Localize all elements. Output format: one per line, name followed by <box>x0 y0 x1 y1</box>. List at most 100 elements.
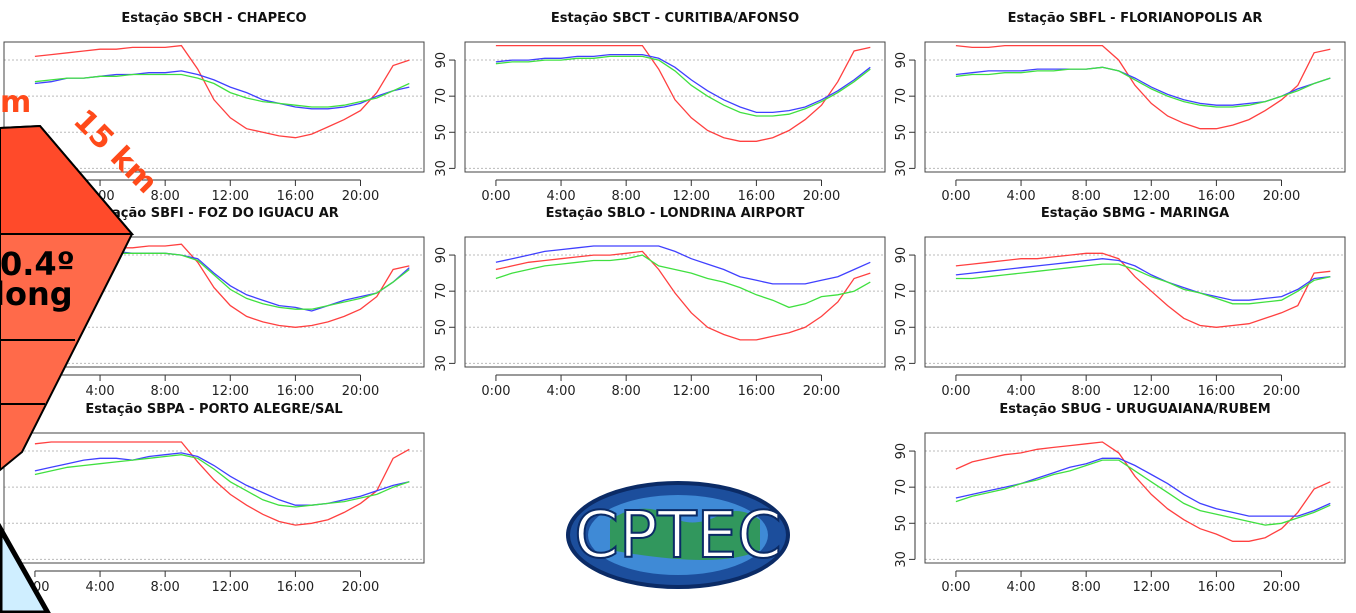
y-tick-label: 90 <box>894 443 909 460</box>
x-tick-label: 20:00 <box>342 384 379 399</box>
x-tick-label: 16:00 <box>738 384 775 399</box>
x-tick-label: 0:00 <box>481 189 510 204</box>
series-line <box>34 454 410 508</box>
overlay-label: m <box>0 85 31 120</box>
x-tick-label: 16:00 <box>1198 384 1235 399</box>
y-tick-label: 70 <box>894 88 909 105</box>
logo-land <box>610 508 760 560</box>
x-tick-label: 8:00 <box>612 384 641 399</box>
series-line <box>495 44 871 142</box>
x-tick-label: 0:00 <box>481 384 510 399</box>
y-tick-label: 90 <box>894 247 909 264</box>
x-tick-label: 12:00 <box>673 384 710 399</box>
series-line <box>495 245 871 285</box>
series-line <box>955 459 1331 526</box>
series-line <box>34 44 410 139</box>
chart-title: Estação SBFL - FLORIANOPOLIS AR <box>1008 11 1263 26</box>
x-tick-label: 8:00 <box>151 580 180 595</box>
y-tick-label: 70 <box>894 479 909 496</box>
x-tick-label: 8:00 <box>1072 580 1101 595</box>
series-line <box>955 258 1331 301</box>
series-line <box>34 441 410 526</box>
x-tick-label: 20:00 <box>1263 384 1300 399</box>
chart-title: Estação SBFI - FOZ DO IGUACU AR <box>89 206 339 221</box>
y-tick-label: 70 <box>894 283 909 300</box>
y-tick-label: 30 <box>894 551 909 568</box>
series-line <box>34 73 410 108</box>
x-tick-label: 12:00 <box>1133 580 1170 595</box>
plot-box <box>464 41 886 173</box>
overlay-diagram: m 15 km 0.4º long <box>0 85 164 613</box>
x-tick-label: 8:00 <box>1072 384 1101 399</box>
series-line <box>955 441 1331 542</box>
series-line <box>495 53 871 114</box>
chart-title: Estação SBMG - MARINGA <box>1041 206 1229 221</box>
plot-box <box>924 432 1346 564</box>
y-tick-label: 50 <box>894 515 909 532</box>
y-tick-label: 70 <box>434 88 449 105</box>
plot-box <box>924 236 1346 368</box>
y-tick-label: 50 <box>894 124 909 141</box>
y-tick-label: 90 <box>894 52 909 69</box>
x-tick-label: 12:00 <box>1133 384 1170 399</box>
y-tick-label: 30 <box>894 355 909 372</box>
y-tick-label: 50 <box>434 124 449 141</box>
chart-title: Estação SBPA - PORTO ALEGRE/SAL <box>85 402 342 417</box>
x-tick-label: 16:00 <box>1198 189 1235 204</box>
x-tick-label: 4:00 <box>546 384 575 399</box>
x-tick-label: 16:00 <box>277 384 314 399</box>
series-line <box>955 44 1331 130</box>
y-tick-label: 30 <box>434 160 449 177</box>
cptec-logo: CPTEC <box>566 481 790 589</box>
y-tick-label: 50 <box>434 319 449 336</box>
overlay-label: long <box>0 275 73 313</box>
x-tick-label: 20:00 <box>803 384 840 399</box>
x-tick-label: 12:00 <box>212 580 249 595</box>
x-tick-label: 8:00 <box>151 384 180 399</box>
series-line <box>955 66 1331 108</box>
series-line <box>955 252 1331 328</box>
plot-box <box>464 236 886 368</box>
logo-text: CPTEC <box>574 499 782 573</box>
x-tick-label: 12:00 <box>212 189 249 204</box>
overlay-top <box>0 124 135 235</box>
x-tick-label: 16:00 <box>277 189 314 204</box>
plot-box <box>924 41 1346 173</box>
series-line <box>495 250 871 341</box>
series-line <box>495 254 871 309</box>
chart-title: Estação SBLO - LONDRINA AIRPORT <box>546 206 805 221</box>
x-tick-label: 8:00 <box>1072 189 1101 204</box>
x-tick-label: 4:00 <box>1006 580 1035 595</box>
x-tick-label: 12:00 <box>1133 189 1170 204</box>
x-tick-label: 16:00 <box>738 189 775 204</box>
x-tick-label: 8:00 <box>612 189 641 204</box>
chart-title: Estação SBUG - URUGUAIANA/RUBEM <box>999 402 1270 417</box>
x-tick-label: 0:00 <box>941 580 970 595</box>
x-tick-label: 12:00 <box>673 189 710 204</box>
x-tick-label: 0:00 <box>941 384 970 399</box>
chart-title: Estação SBCH - CHAPECO <box>121 11 306 26</box>
y-tick-label: 30 <box>894 160 909 177</box>
x-tick-label: 12:00 <box>212 384 249 399</box>
x-tick-label: 20:00 <box>342 580 379 595</box>
x-tick-label: 4:00 <box>546 189 575 204</box>
y-tick-label: 30 <box>434 355 449 372</box>
x-tick-label: 4:00 <box>85 580 114 595</box>
x-tick-label: 8:00 <box>151 189 180 204</box>
y-tick-label: 50 <box>894 319 909 336</box>
x-tick-label: 4:00 <box>1006 384 1035 399</box>
x-tick-label: 4:00 <box>85 384 114 399</box>
y-tick-label: 90 <box>434 52 449 69</box>
x-tick-label: 0:00 <box>941 189 970 204</box>
x-tick-label: 4:00 <box>1006 189 1035 204</box>
series-line <box>34 452 410 506</box>
x-tick-label: 20:00 <box>803 189 840 204</box>
y-tick-label: 90 <box>434 247 449 264</box>
charts: Estação SBCH - CHAPECO 30 50 70 90 0:00 4:00 8:… <box>3 11 1346 595</box>
overlay-label: 0.4º <box>0 245 75 283</box>
overlay-corner <box>0 522 51 613</box>
y-tick-label: 70 <box>434 283 449 300</box>
series-line <box>955 263 1331 305</box>
series-line <box>495 55 871 117</box>
